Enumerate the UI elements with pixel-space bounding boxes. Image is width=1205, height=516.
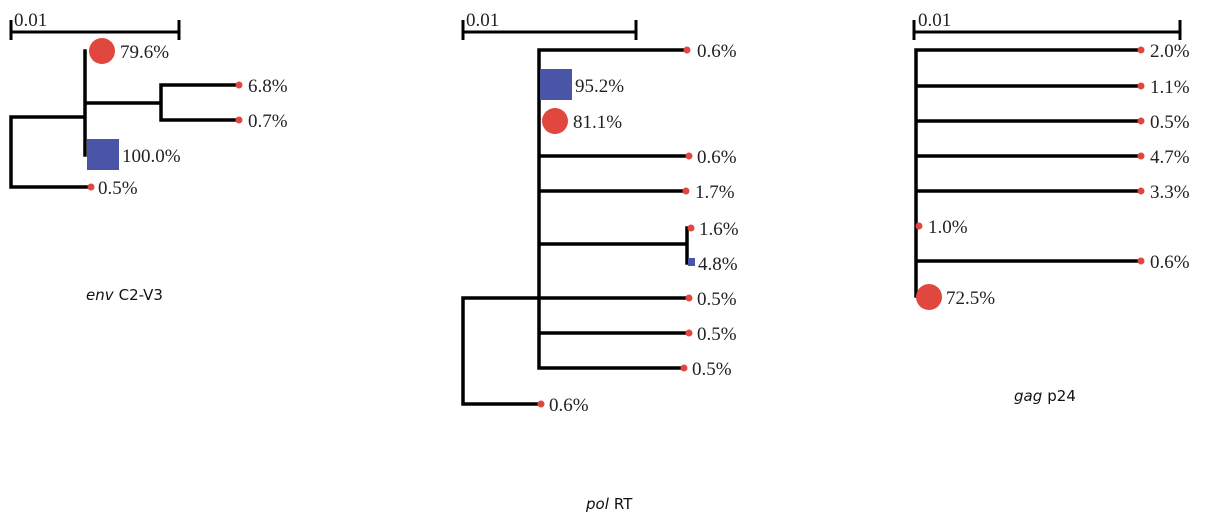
tip: 0.6% — [683, 41, 737, 62]
tip-label: 3.3% — [1150, 182, 1190, 203]
tip: 0.5% — [87, 178, 138, 199]
tip: 0.6% — [537, 395, 589, 416]
caption-gene: env — [86, 286, 115, 304]
tree-tips: 79.6% 6.8% 0.7% 100.0% 0.5% — [87, 38, 288, 199]
tip: 6.8% — [235, 76, 288, 97]
scale-bar-label: 0.01 — [14, 10, 47, 31]
tip-label: 0.6% — [549, 395, 589, 416]
tip-label: 0.6% — [697, 41, 737, 62]
tip: 0.7% — [235, 111, 288, 132]
tip-marker-dot — [1137, 187, 1145, 195]
tip-marker-dot — [537, 400, 545, 408]
tip-marker-circle — [916, 284, 942, 310]
tree-tips: 0.6% 95.2% 81.1% 0.6% 1.7% 1.6% — [537, 41, 739, 416]
tip-marker-square — [540, 69, 572, 100]
caption-region: p24 — [1047, 387, 1076, 405]
tree-gag: 0.01 2.0% 1.1% 0.5% 4.7% — [912, 10, 1190, 405]
tip: 3.3% — [1137, 182, 1190, 203]
scale-bar: 0.01 — [912, 10, 1182, 40]
tip-label: 0.5% — [98, 178, 138, 199]
tip-label: 0.6% — [1150, 252, 1190, 273]
tip-label: 2.0% — [1150, 41, 1190, 62]
scale-bar-label: 0.01 — [466, 10, 499, 31]
caption-gene: gag — [1014, 387, 1042, 405]
scale-bar-label: 0.01 — [918, 10, 951, 31]
tip-label: 100.0% — [122, 146, 181, 167]
tree-tips: 2.0% 1.1% 0.5% 4.7% 3.3% 1.0% — [915, 41, 1190, 310]
tip: 81.1% — [542, 108, 622, 134]
tip-marker-dot — [915, 222, 923, 230]
tip-label: 0.6% — [697, 147, 737, 168]
tip-label: 72.5% — [946, 288, 995, 309]
scale-bar: 0.01 — [9, 10, 181, 40]
tip-marker-dot — [682, 187, 690, 195]
tip-label: 1.1% — [1150, 77, 1190, 98]
tip-label: 1.0% — [928, 217, 968, 238]
tree-branches — [9, 49, 241, 189]
tip: 100.0% — [87, 139, 181, 170]
tree-caption: gag p24 — [1014, 387, 1076, 405]
tip-label: 0.5% — [692, 359, 732, 380]
tip-marker-dot — [1137, 46, 1145, 54]
tip: 0.5% — [1137, 112, 1190, 133]
tip-marker-dot — [235, 81, 243, 89]
tip-marker-dot — [685, 329, 693, 337]
tip-marker-dot — [680, 364, 688, 372]
tip-label: 0.5% — [1150, 112, 1190, 133]
tip-label: 81.1% — [573, 112, 622, 133]
tip-marker-dot — [1137, 257, 1145, 265]
tip-marker-dot — [1137, 152, 1145, 160]
tip-label: 0.7% — [248, 111, 288, 132]
tree-caption: pol RT — [585, 495, 633, 513]
caption-region: C2-V3 — [119, 286, 163, 304]
tree-env: 0.01 79.6% 6.8% 0.7% 100.0% — [9, 10, 288, 304]
tip-marker-dot — [687, 224, 695, 232]
tip-marker-dot — [685, 152, 693, 160]
tree-caption: env C2-V3 — [86, 286, 163, 304]
tip-label: 1.7% — [695, 182, 735, 203]
tip: 1.0% — [915, 217, 968, 238]
tip-label: 4.8% — [698, 254, 738, 275]
tip: 1.7% — [682, 182, 735, 203]
tip: 95.2% — [540, 69, 624, 100]
tree-branches — [461, 48, 693, 406]
tip: 0.5% — [685, 289, 737, 310]
tip: 4.8% — [688, 254, 738, 275]
tip-marker-dot — [235, 116, 243, 124]
tip: 1.6% — [687, 219, 739, 240]
tip-marker-dot — [1137, 117, 1145, 125]
caption-gene: pol — [585, 495, 610, 513]
tree-branches — [914, 48, 1143, 298]
tip-label: 1.6% — [699, 219, 739, 240]
tip: 0.5% — [685, 324, 737, 345]
tip: 72.5% — [916, 284, 995, 310]
tip-marker-square — [688, 258, 695, 266]
tip-marker-circle — [89, 38, 115, 64]
tip-label: 79.6% — [120, 42, 169, 63]
tip-marker-square — [87, 139, 119, 170]
tip: 2.0% — [1137, 41, 1190, 62]
tip: 4.7% — [1137, 147, 1190, 168]
tip: 0.5% — [680, 359, 732, 380]
tip: 1.1% — [1137, 77, 1190, 98]
tip-marker-dot — [685, 294, 693, 302]
tip: 0.6% — [685, 147, 737, 168]
tip-label: 4.7% — [1150, 147, 1190, 168]
tip-label: 0.5% — [697, 289, 737, 310]
scale-bar: 0.01 — [461, 10, 638, 40]
tip: 79.6% — [89, 38, 169, 64]
tip-label: 95.2% — [575, 76, 624, 97]
tip-marker-dot — [683, 46, 691, 54]
caption-region: RT — [614, 495, 633, 513]
tip-label: 6.8% — [248, 76, 288, 97]
tip: 0.6% — [1137, 252, 1190, 273]
tree-pol: 0.01 0.6% 95.2% 81.1% 0.6% — [461, 10, 739, 513]
tip-label: 0.5% — [697, 324, 737, 345]
tip-marker-dot — [1137, 82, 1145, 90]
tip-marker-dot — [87, 183, 95, 191]
tip-marker-circle — [542, 108, 568, 134]
